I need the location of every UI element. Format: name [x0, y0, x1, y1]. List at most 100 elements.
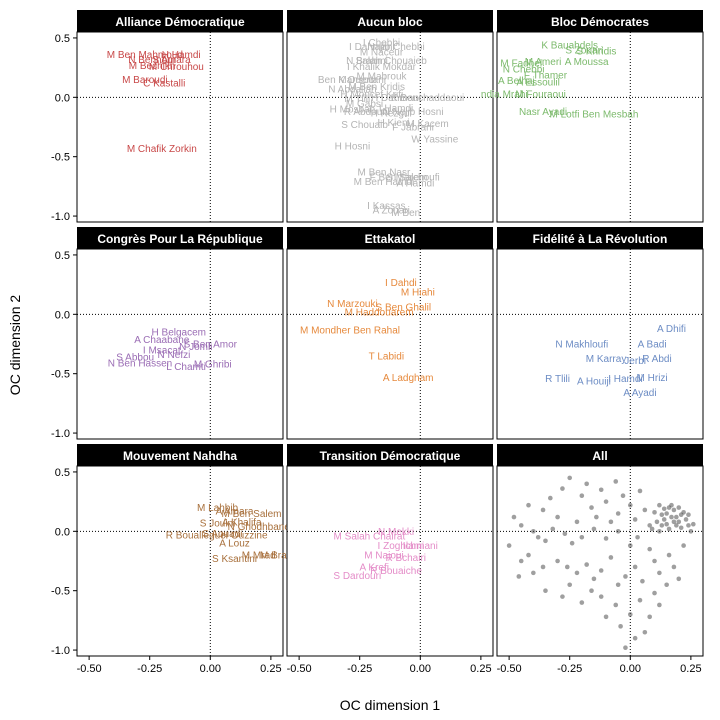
y-axis-title: OC dimension 2 — [7, 295, 23, 396]
panel-0-title: Alliance Démocratique — [115, 15, 245, 29]
point — [637, 597, 643, 603]
point — [666, 552, 672, 558]
point-label: K Bauahdels — [541, 41, 598, 52]
point-label: Jerbi — [624, 356, 646, 367]
point — [661, 506, 667, 512]
x-axis-title: OC dimension 1 — [340, 697, 441, 713]
x-tick-label: -0.25 — [557, 663, 582, 675]
point — [623, 574, 628, 579]
point — [637, 488, 643, 494]
point-label: I Hamdi — [608, 374, 642, 385]
point-label: A Essoulil — [517, 77, 560, 88]
point-label: Nasr Ayadi — [519, 107, 567, 118]
point — [562, 531, 568, 536]
point — [511, 514, 517, 520]
point — [613, 479, 619, 484]
point — [654, 519, 660, 525]
point-label: H Mosbah — [330, 105, 376, 116]
point-label: F Jabrani — [392, 123, 434, 134]
point-label: Salah Chouaieb — [356, 56, 428, 67]
panel-1-title: Aucun bloc — [357, 15, 423, 29]
panel-7-strip — [287, 444, 493, 466]
point — [664, 582, 669, 588]
point-label: A Ladgham — [383, 373, 434, 384]
point-label: M Ghribi — [194, 360, 232, 371]
point-label: K Ouertani — [338, 75, 386, 86]
point-label: M Bra — [260, 551, 287, 562]
point-label: A Badi — [638, 340, 667, 351]
point — [535, 534, 541, 540]
point — [657, 570, 662, 576]
x-tick-label: -0.25 — [137, 663, 162, 675]
point-label: N Ghodhbane — [228, 522, 291, 533]
point-label: M Bechikh — [129, 61, 176, 72]
point — [683, 517, 689, 522]
point-label: M Ben — [391, 208, 420, 219]
panel-3-title: Congrès Pour La République — [97, 232, 263, 246]
point — [603, 536, 609, 541]
point-label: H Dahmani — [371, 93, 421, 104]
panel-8-title: All — [592, 449, 607, 463]
point — [531, 570, 536, 576]
point — [671, 519, 677, 525]
point — [640, 578, 645, 584]
point — [543, 588, 548, 593]
point-label: A Belhaj — [498, 76, 535, 87]
point — [574, 570, 580, 576]
point-label: N Chebbi — [503, 64, 545, 75]
panel-8-plot-area — [496, 465, 704, 657]
point — [560, 486, 565, 491]
point — [591, 576, 597, 582]
point-label: S Ksantini — [212, 554, 257, 565]
point-label: R Bouaiche — [370, 566, 422, 577]
point-label: I Khalik Mokdar — [347, 62, 417, 73]
point-label: I Chebbi — [363, 38, 400, 49]
point — [526, 552, 531, 558]
point — [652, 558, 657, 564]
point-label: F Thamer — [524, 70, 568, 81]
point-label: M Ben Salem — [221, 509, 281, 520]
point-label: A Krefi — [360, 562, 389, 573]
point-label: S Khridis — [576, 47, 616, 58]
y-tick-label: -0.5 — [51, 152, 70, 164]
point-label: L Chamti — [166, 362, 206, 373]
x-tick-label: 0.00 — [200, 663, 221, 675]
point — [669, 514, 674, 520]
point-label: N Makhloufi — [555, 340, 608, 351]
point-label: M Haddouarem — [345, 307, 414, 318]
point-label: I Dahdi — [385, 278, 417, 289]
point-label: N Bennour — [128, 55, 176, 66]
point-label: M Hrizi — [637, 373, 668, 384]
point — [560, 594, 565, 599]
point-label: S Aouadi — [202, 529, 242, 540]
point — [647, 614, 652, 620]
point-label: S Marchoufi — [386, 172, 439, 183]
point-label: A Louz — [219, 539, 250, 550]
point — [652, 510, 657, 515]
point-label: A Zouari — [373, 206, 410, 217]
panel-2-strip — [497, 10, 703, 32]
point — [691, 521, 696, 527]
point-label: I Dahmani — [349, 42, 395, 53]
panel-6-title: Mouvement Nahdha — [123, 449, 237, 463]
point-label: M Mondher Ben Rahal — [300, 325, 400, 336]
point-label: H Ouzzine — [221, 530, 268, 541]
point-label: I Msacat — [143, 345, 181, 356]
point — [657, 502, 662, 508]
point-label: M Ben Hamdi — [354, 177, 415, 188]
panel-2-title: Bloc Démocrates — [551, 15, 649, 29]
point — [531, 529, 536, 534]
point — [540, 507, 546, 513]
point — [657, 529, 662, 534]
point-label: M Naceur — [360, 48, 404, 59]
point — [652, 590, 657, 596]
x-tick-label: 0.00 — [620, 663, 641, 675]
point-label: A Dhifi — [657, 324, 686, 335]
point — [567, 475, 573, 481]
y-tick-label: 0.5 — [55, 467, 70, 479]
point — [647, 523, 652, 528]
panel-7-plot-area — [286, 465, 494, 657]
point — [579, 493, 585, 498]
point — [564, 564, 570, 570]
point — [666, 526, 672, 532]
